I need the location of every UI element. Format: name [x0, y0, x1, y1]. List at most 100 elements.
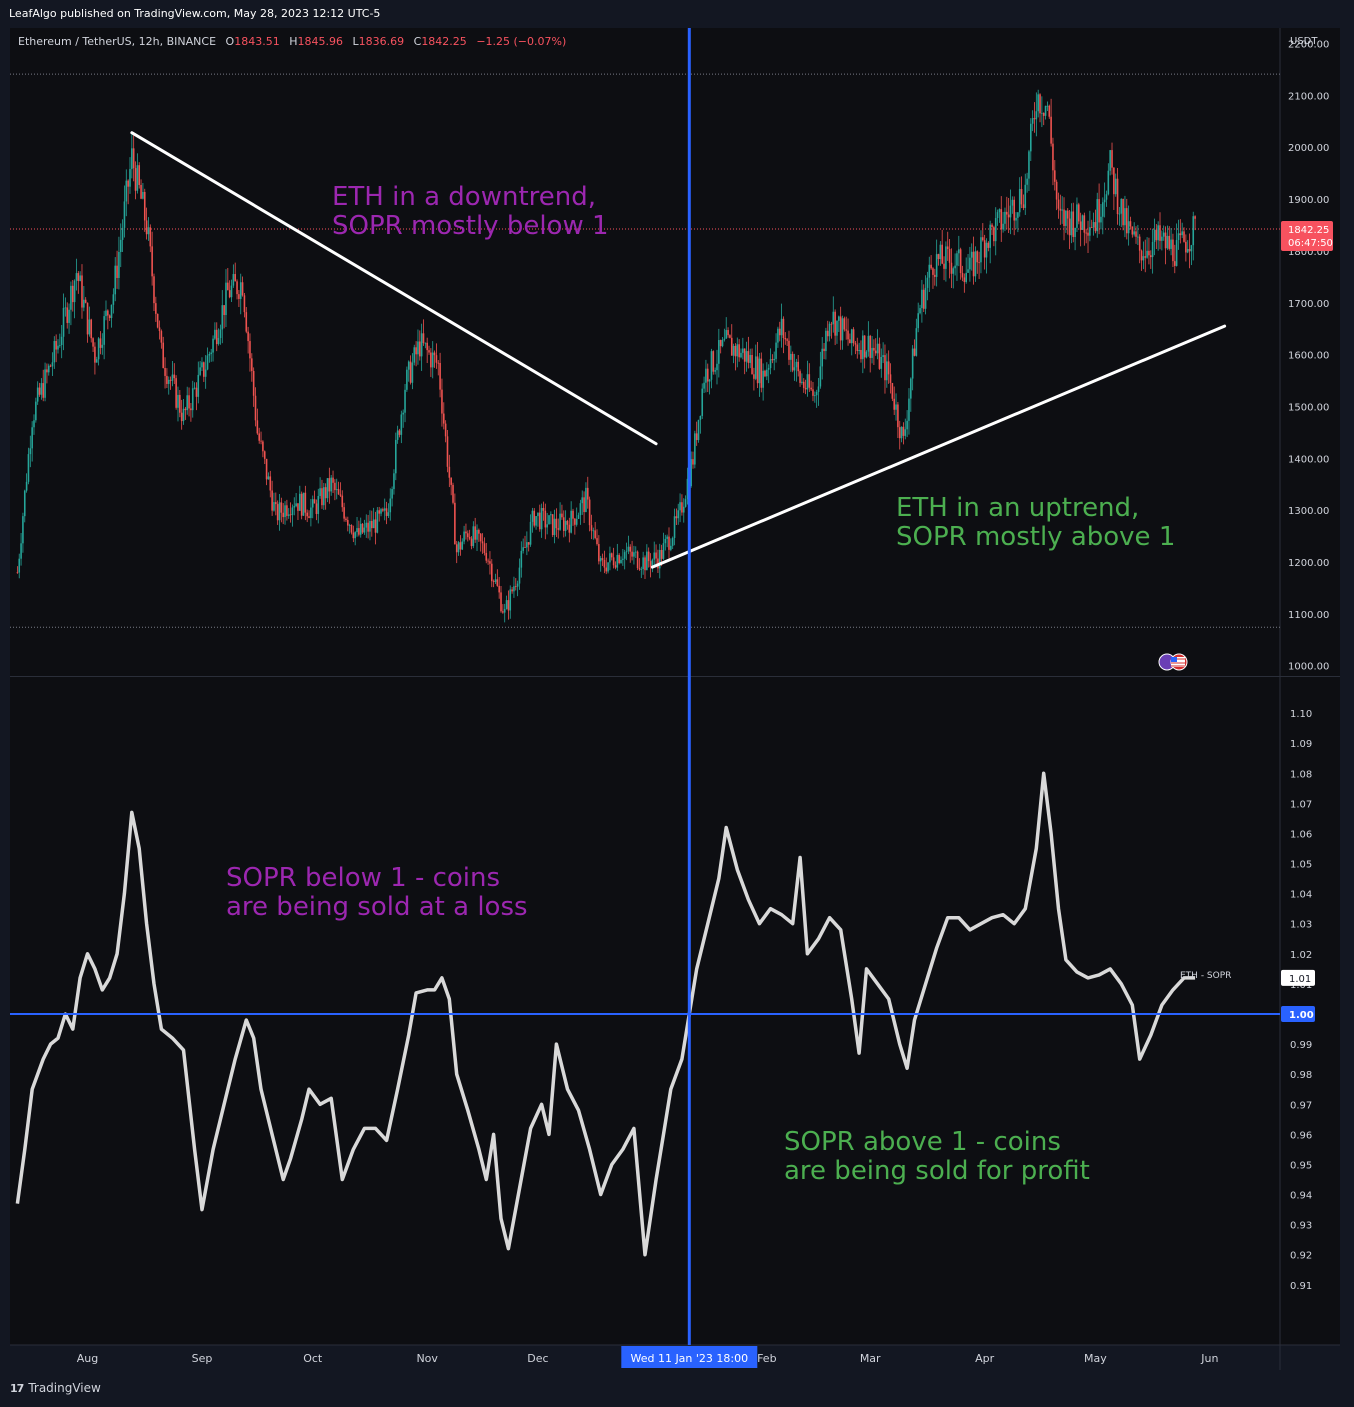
- high-label: H: [289, 35, 298, 48]
- candle-body: [36, 387, 39, 402]
- candle-body: [306, 512, 308, 517]
- candle-body: [1090, 227, 1093, 229]
- candle-body: [417, 341, 419, 355]
- candle-body: [795, 361, 798, 368]
- candle-body: [134, 168, 137, 191]
- sopr-tick-label: 0.99: [1290, 1040, 1312, 1051]
- candle-body: [42, 383, 45, 398]
- candle-body: [394, 439, 397, 474]
- symbol-legend[interactable]: Ethereum / TetherUS, 12h, BINANCE O1843.…: [18, 35, 566, 48]
- candle-body: [459, 542, 462, 550]
- candle-body: [745, 351, 748, 362]
- candle-body: [35, 401, 37, 421]
- candle-body: [1114, 178, 1117, 195]
- candle-body: [926, 277, 929, 288]
- candle-body: [1164, 232, 1167, 249]
- candle-body: [856, 344, 859, 352]
- candle-body: [428, 350, 430, 353]
- tradingview-footer[interactable]: 17 TradingView: [10, 1381, 101, 1395]
- candle-body: [121, 227, 124, 240]
- candle-body: [738, 344, 740, 358]
- candle-body: [952, 268, 955, 274]
- candle-body: [1192, 216, 1195, 246]
- candle-body: [760, 358, 763, 388]
- us-flag-icon[interactable]: [1158, 653, 1188, 671]
- candle-body: [551, 514, 554, 536]
- candle-body: [245, 312, 248, 332]
- candle-body: [1149, 255, 1152, 258]
- candle-body: [1098, 199, 1100, 223]
- candle-body: [169, 379, 172, 381]
- candle-body: [1179, 233, 1182, 236]
- candle-body: [706, 368, 709, 382]
- candle-body: [252, 370, 255, 396]
- sopr-pane[interactable]: [10, 677, 1340, 1345]
- candle-body: [1079, 221, 1082, 230]
- candle-body: [714, 370, 716, 372]
- candle-body: [548, 515, 550, 525]
- candle-body: [101, 344, 104, 348]
- candle-body: [980, 237, 982, 263]
- candle-body: [206, 355, 209, 370]
- candle-body: [251, 358, 253, 371]
- candle-body: [131, 148, 133, 170]
- candle-body: [119, 239, 122, 252]
- price-tick-label: 1100.00: [1288, 610, 1329, 621]
- candle-body: [564, 520, 567, 531]
- candle-body: [321, 488, 323, 506]
- candle-body: [542, 507, 545, 511]
- candle-body: [142, 192, 144, 199]
- candle-body: [967, 269, 969, 273]
- sopr-tick-label: 0.91: [1290, 1281, 1312, 1292]
- candle-body: [671, 537, 674, 546]
- candle-body: [1161, 236, 1163, 241]
- candle-body: [889, 374, 892, 383]
- candle-body: [422, 333, 425, 344]
- candle-body: [46, 369, 48, 373]
- candle-body: [791, 353, 794, 371]
- price-tick-label: 2100.00: [1288, 91, 1329, 102]
- candle-body: [836, 320, 838, 336]
- candle-body: [767, 368, 770, 370]
- candle-body: [367, 522, 369, 532]
- candle-body: [68, 309, 70, 323]
- candle-body: [555, 518, 558, 529]
- candle-body: [1155, 229, 1158, 241]
- candle-body: [987, 242, 990, 248]
- sopr-ref-value: 1.00: [1289, 1010, 1314, 1021]
- time-tick-label: Mar: [860, 1352, 881, 1365]
- candle-body: [599, 558, 602, 562]
- downtrend-note-line-1: ETH in a downtrend,: [332, 182, 596, 212]
- candle-body: [629, 546, 632, 552]
- candle-body: [396, 430, 399, 440]
- candle-body: [444, 423, 447, 437]
- candle-body: [609, 553, 611, 563]
- candle-body: [895, 404, 897, 410]
- candle-body: [335, 489, 338, 491]
- candle-body: [1151, 241, 1154, 258]
- candle-body: [594, 530, 596, 539]
- candle-body: [950, 262, 953, 274]
- price-pane[interactable]: [10, 28, 1340, 676]
- candle-body: [562, 517, 565, 531]
- time-tick-label: Dec: [527, 1352, 548, 1365]
- price-tick-label: 1400.00: [1288, 454, 1329, 465]
- candle-body: [97, 338, 100, 360]
- crosshair: Wed 11 Jan '23 18:00: [621, 28, 758, 1368]
- candle-body: [1000, 209, 1003, 230]
- candle-body: [703, 382, 705, 389]
- candle-body: [585, 487, 587, 513]
- candle-body: [1081, 215, 1084, 230]
- candle-body: [313, 499, 316, 504]
- sopr-tick-label: 0.92: [1290, 1251, 1312, 1262]
- open-value: 1843.51: [234, 35, 280, 48]
- sopr-tick-label: 0.96: [1290, 1130, 1312, 1141]
- candle-body: [653, 552, 656, 560]
- candle-body: [31, 427, 33, 449]
- sopr-below-note-line-1: SOPR below 1 - coins: [226, 863, 500, 893]
- candle-body: [675, 516, 678, 519]
- candle-body: [915, 328, 918, 356]
- candle-body: [77, 273, 80, 281]
- candle-body: [526, 542, 528, 548]
